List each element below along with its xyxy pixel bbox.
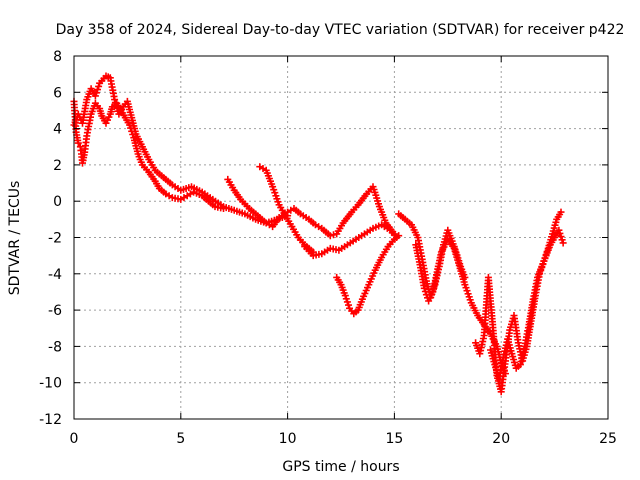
y-tick-label: -8 xyxy=(48,339,62,355)
x-axis-label: GPS time / hours xyxy=(282,459,399,475)
x-tick-label: 0 xyxy=(70,431,79,447)
x-tick-label: 25 xyxy=(599,431,617,447)
data-point xyxy=(556,229,564,237)
grid-lines xyxy=(74,56,608,419)
data-point xyxy=(555,226,563,234)
series-s10 xyxy=(487,226,567,383)
axis-ticks: 0 5 10 15 20 25 -12 -10 -8 -6 -4 -2 0 2 4 6 8 xyxy=(39,49,617,447)
y-axis-label: SDTVAR / TECUs xyxy=(7,181,23,296)
y-tick-label: -2 xyxy=(48,231,62,247)
data-point xyxy=(557,233,565,241)
data-point xyxy=(559,239,567,247)
data-point xyxy=(345,301,352,309)
data-point xyxy=(395,232,403,240)
x-tick-label: 20 xyxy=(492,431,510,447)
chart-title: Day 358 of 2024, Sidereal Day-to-day VTE… xyxy=(56,22,625,38)
y-tick-label: -10 xyxy=(39,376,62,392)
y-tick-label: 2 xyxy=(53,158,62,174)
data-point xyxy=(326,232,334,240)
series-s2 xyxy=(70,72,292,227)
y-tick-label: 4 xyxy=(53,122,62,138)
y-tick-label: 8 xyxy=(53,49,62,65)
series-line xyxy=(258,165,315,254)
y-tick-label: -6 xyxy=(48,303,62,319)
y-tick-label: 6 xyxy=(53,85,62,101)
data-point xyxy=(95,82,103,90)
series-layer xyxy=(70,72,567,396)
series-s5 xyxy=(301,221,401,260)
data-point xyxy=(421,288,429,295)
data-point xyxy=(557,208,565,216)
data-point xyxy=(341,292,349,300)
data-point xyxy=(94,86,101,94)
y-tick-label: -4 xyxy=(48,267,62,283)
x-tick-label: 15 xyxy=(385,431,403,447)
data-point xyxy=(420,284,428,292)
data-point xyxy=(74,139,82,147)
series-s4 xyxy=(256,163,317,256)
y-tick-label: 0 xyxy=(53,194,62,210)
data-point xyxy=(92,89,100,97)
data-point xyxy=(343,298,351,306)
data-point xyxy=(330,231,337,239)
y-tick-label: -12 xyxy=(39,412,62,428)
series-s6 xyxy=(333,232,403,318)
x-tick-label: 5 xyxy=(176,431,185,447)
x-tick-label: 10 xyxy=(279,431,297,447)
data-point xyxy=(558,236,566,244)
